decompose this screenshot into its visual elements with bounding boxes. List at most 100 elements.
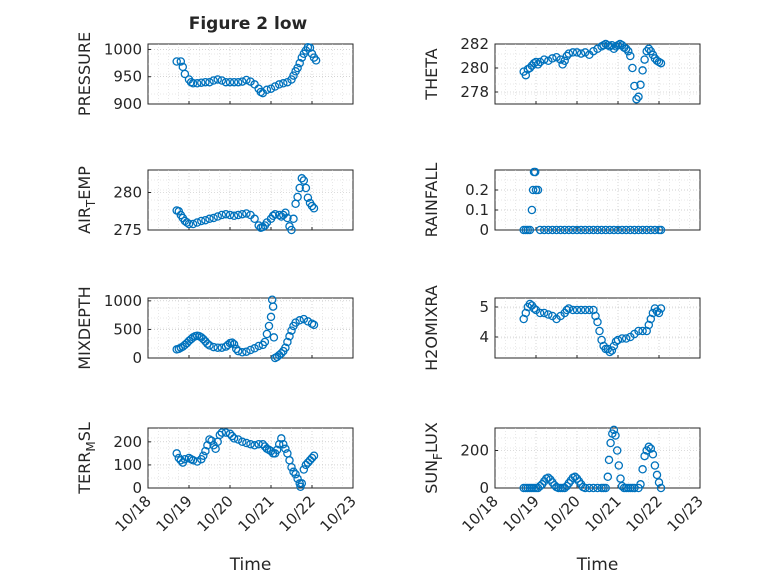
data-point (632, 94, 641, 104)
data-point (580, 48, 590, 57)
data-point (229, 340, 239, 349)
data-point (281, 444, 290, 454)
data-point (528, 185, 538, 195)
y-axis-label: H2OMIXRA (422, 285, 441, 371)
data-point (238, 77, 247, 86)
data-point (209, 213, 218, 223)
data-point (552, 225, 561, 235)
data-point (295, 58, 304, 68)
data-point (197, 78, 206, 87)
data-point (646, 444, 656, 453)
data-point (636, 480, 645, 489)
data-point (188, 219, 198, 229)
data-point (652, 470, 662, 480)
data-point (580, 305, 590, 315)
data-point (242, 438, 251, 448)
data-point (217, 210, 227, 220)
data-point (287, 225, 296, 235)
data-point (560, 56, 569, 66)
y-tick-label: 278 (460, 83, 489, 101)
y-axis-label-main: AIR (75, 207, 94, 234)
y-tick-label: 200 (460, 442, 489, 460)
data-point (192, 457, 202, 466)
data-point (580, 225, 590, 235)
data-point (266, 446, 276, 456)
data-point (217, 428, 227, 437)
data-point (188, 456, 198, 465)
y-axis-label: AIRTEMP (75, 166, 98, 234)
data-point (576, 225, 586, 235)
data-point (644, 442, 654, 452)
data-point (642, 46, 651, 56)
y-tick-label: 282 (460, 35, 489, 53)
data-point (585, 225, 594, 235)
data-point (242, 347, 251, 356)
subplot-rainfall: 0 0.1 0.2 RAINFALL (422, 163, 701, 239)
data-point (626, 225, 635, 235)
data-point (656, 58, 666, 68)
data-point (184, 219, 194, 229)
y-tick-label: 0 (132, 349, 142, 367)
data-point (297, 479, 307, 488)
data-point (638, 66, 647, 75)
data-point (299, 465, 309, 474)
data-point (533, 60, 543, 69)
data-point (283, 213, 292, 223)
data-point (601, 483, 610, 493)
data-point (283, 337, 292, 347)
data-point (552, 52, 561, 62)
y-tick-label: 280 (460, 59, 489, 77)
data-point (564, 225, 574, 235)
data-point (580, 483, 590, 493)
data-point (180, 454, 190, 464)
data-point (604, 455, 614, 465)
data-point (642, 225, 651, 235)
data-point (525, 225, 535, 235)
data-point (246, 439, 255, 449)
data-point (262, 85, 272, 95)
data-point (201, 446, 210, 456)
data-point (529, 304, 539, 313)
data-point (217, 76, 227, 85)
data-point (650, 461, 660, 470)
data-point (309, 451, 319, 460)
data-point (640, 55, 649, 64)
data-point (621, 225, 631, 235)
data-point (264, 321, 274, 331)
y-axis-label: SUNFLUX (422, 422, 445, 494)
data-point (223, 340, 233, 350)
data-point (293, 63, 302, 73)
y-tick-label: 4 (479, 328, 489, 346)
y-tick-label: 1000 (104, 40, 142, 58)
data-point (277, 349, 286, 358)
data-point (568, 305, 578, 315)
data-point (203, 441, 212, 450)
data-point (172, 449, 181, 458)
data-point (646, 225, 656, 235)
data-point (209, 342, 218, 352)
data-point (262, 329, 272, 339)
data-point (654, 478, 664, 487)
data-series (519, 425, 666, 493)
data-point (613, 335, 623, 345)
data-point (233, 210, 243, 220)
y-axis-label: PRESSURE (75, 32, 94, 116)
data-point (213, 212, 222, 221)
data-point (213, 343, 222, 352)
data-point (544, 310, 553, 319)
data-point (272, 445, 282, 455)
y-axis-label-subscript: M (84, 441, 98, 451)
data-point (617, 225, 627, 235)
y-tick-label: 5 (479, 298, 489, 316)
subplot-h2omixra: 4 5 H2OMIXRA (422, 285, 701, 371)
data-point (192, 218, 202, 227)
y-tick-label: 100 (113, 456, 142, 474)
data-point (172, 57, 181, 66)
data-point (609, 225, 619, 235)
y-axis-label: TERRMSL (75, 422, 98, 495)
data-point (289, 71, 298, 80)
data-point (209, 76, 218, 85)
data-point (192, 79, 202, 88)
data-point (595, 326, 604, 336)
